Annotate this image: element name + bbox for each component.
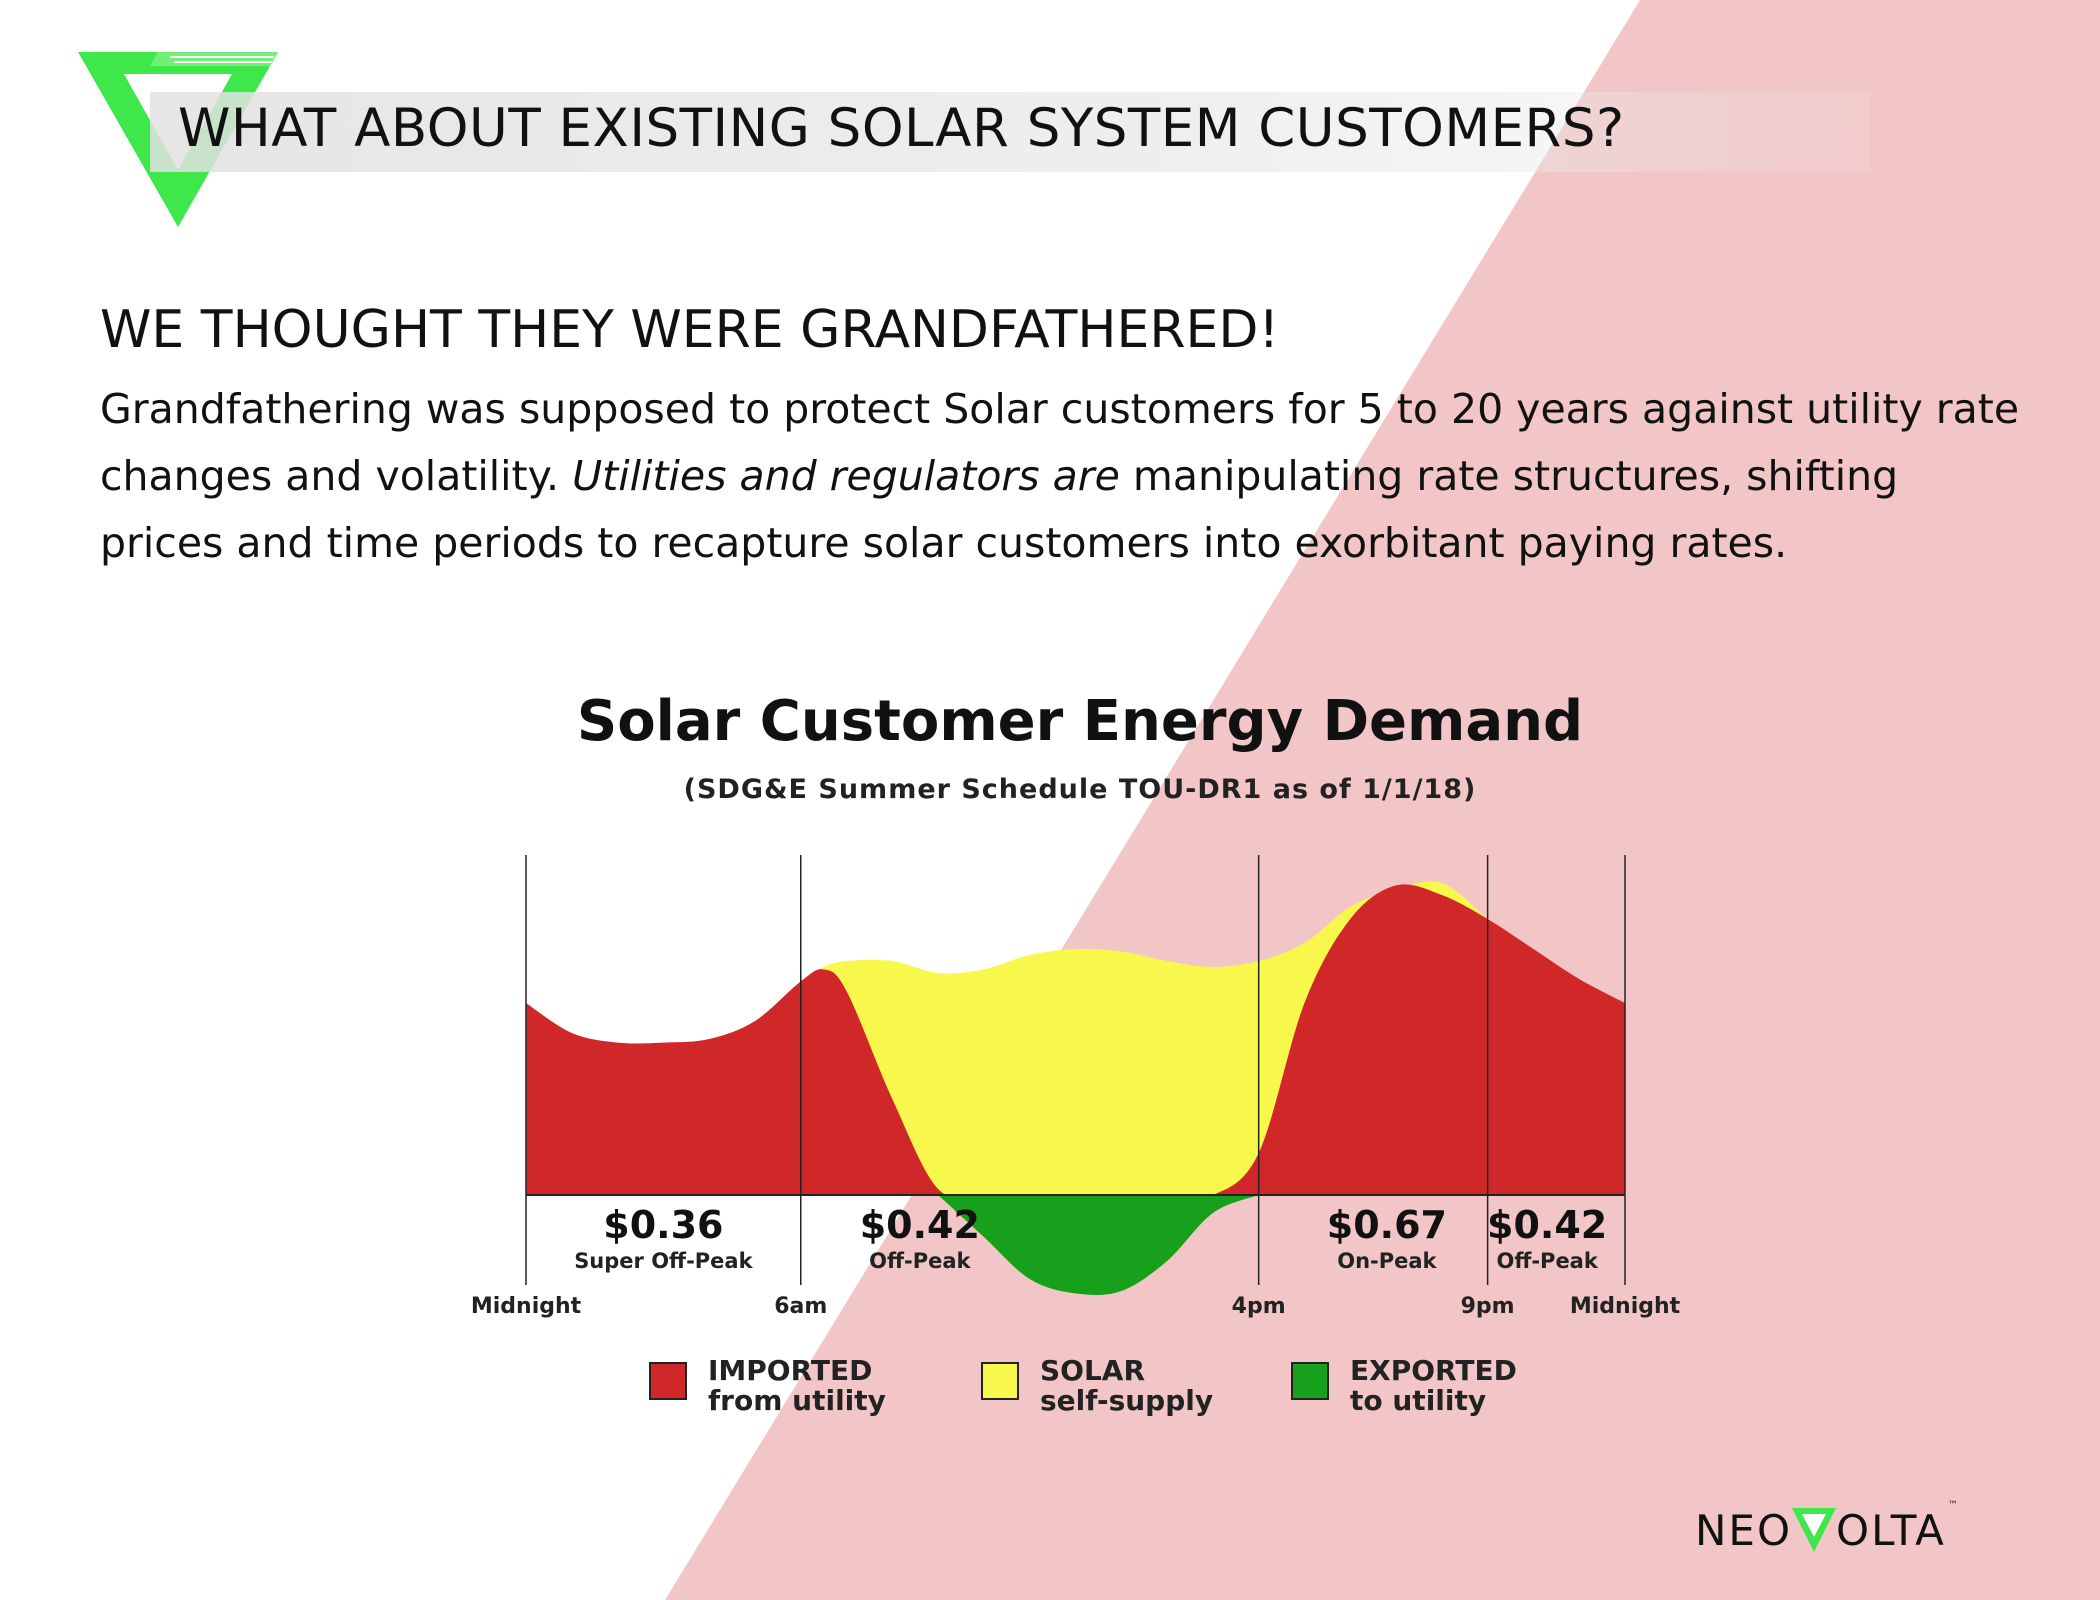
legend-swatch (1291, 1362, 1329, 1400)
legend-label-line1: SOLAR (1040, 1354, 1145, 1387)
title-bar (150, 92, 1870, 172)
exported-to-utility-area (938, 1195, 1259, 1296)
legend-label-line2: from utility (708, 1384, 886, 1417)
paragraph-part-1: Grandfathering was supposed to protect S… (100, 385, 2020, 500)
x-tick-label: 6am (774, 1294, 827, 1319)
brand-name-right: OLTA (1836, 1505, 1946, 1555)
brand-trademark: ™ (1947, 1500, 1958, 1511)
x-tick-label: Midnight (1570, 1294, 1681, 1319)
period-name-label: Off-Peak (1496, 1249, 1598, 1273)
period-price-label: $0.36 (603, 1203, 723, 1247)
neovolta-brand: NEO OLTA ™ (1695, 1500, 1958, 1560)
legend-swatch (981, 1362, 1019, 1400)
legend-swatch (649, 1362, 687, 1400)
paragraph-italic: Utilities and regulators are (572, 452, 1120, 500)
period-price-label: $0.42 (860, 1203, 980, 1247)
body-paragraph: Grandfathering was supposed to protect S… (100, 376, 2030, 577)
x-tick-label: Midnight (471, 1294, 582, 1319)
chart-title: Solar Customer Energy Demand (577, 690, 1583, 754)
legend-label-line2: self-supply (1040, 1384, 1213, 1417)
brand-v-icon (1792, 1508, 1837, 1552)
subheading: WE THOUGHT THEY WERE GRANDFATHERED! (100, 300, 1280, 360)
period-name-label: On-Peak (1337, 1249, 1437, 1273)
x-tick-label: 9pm (1461, 1294, 1515, 1319)
brand-name-left: NEO (1695, 1505, 1793, 1555)
period-name-label: Off-Peak (869, 1249, 971, 1273)
period-name-label: Super Off-Peak (574, 1249, 753, 1273)
legend-label-line2: to utility (1350, 1384, 1486, 1417)
period-price-label: $0.67 (1327, 1203, 1447, 1247)
paragraph-part-2: manipulating rate structures, shifting p… (100, 452, 1899, 567)
period-price-label: $0.42 (1487, 1203, 1607, 1247)
legend-label-line1: EXPORTED (1350, 1354, 1517, 1387)
legend-label-line1: IMPORTED (708, 1354, 872, 1387)
x-tick-label: 4pm (1232, 1294, 1286, 1319)
chart-subtitle: (SDG&E Summer Schedule TOU-DR1 as of 1/1… (684, 774, 1477, 805)
page-title: WHAT ABOUT EXISTING SOLAR SYSTEM CUSTOME… (178, 98, 1625, 159)
energy-demand-chart: Solar Customer Energy Demand (SDG&E Summe… (471, 690, 1681, 1417)
